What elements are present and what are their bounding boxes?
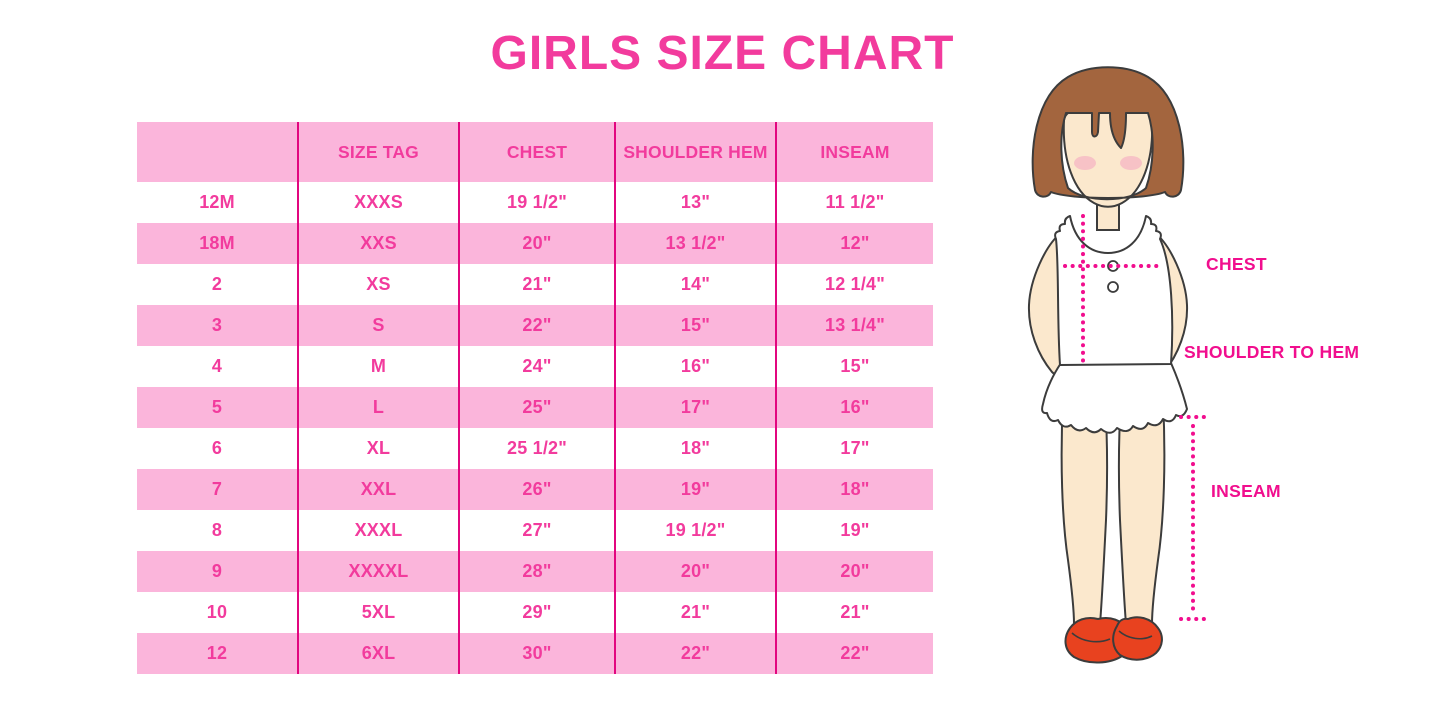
girl-right-shoe-strap	[1118, 630, 1153, 640]
table-cell: 18"	[775, 469, 933, 510]
table-cell: 15"	[614, 305, 775, 346]
table-header-cell: SIZE TAG	[297, 122, 458, 182]
girl-skirt	[1041, 362, 1188, 434]
table-cell: 27"	[458, 510, 614, 551]
table-cell: 13 1/4"	[775, 305, 933, 346]
table-cell: 26"	[458, 469, 614, 510]
table-row: 10 5XL 29" 21" 21"	[137, 592, 933, 633]
table-cell: 20"	[775, 551, 933, 592]
table-cell: 30"	[458, 633, 614, 674]
girl-blush-right	[1120, 156, 1142, 170]
table-row: 7 XXL 26" 19" 18"	[137, 469, 933, 510]
table-row: 3 S 22" 15" 13 1/4"	[137, 305, 933, 346]
size-table: SIZE TAG CHEST SHOULDER HEM INSEAM 12M X…	[137, 122, 933, 674]
table-cell: 18"	[614, 428, 775, 469]
table-cell: 6	[211, 438, 223, 458]
table-row: 8 XXXL 27" 19 1/2" 19"	[137, 510, 933, 551]
table-row: 2 XS 21" 14" 12 1/4"	[137, 264, 933, 305]
table-cell: 21"	[775, 592, 933, 633]
table-row: 12 6XL 30" 22" 22"	[137, 633, 933, 674]
inseam-label: INSEAM	[1211, 481, 1281, 501]
table-header-cell	[137, 122, 297, 182]
table-header-cell: INSEAM	[775, 122, 933, 182]
table-cell: 19 1/2"	[614, 510, 775, 551]
girl-face	[1062, 102, 1154, 208]
table-cell: 12"	[775, 223, 933, 264]
table-row: 12M XXXS 19 1/2" 13" 11 1/2"	[137, 182, 933, 223]
table-cell: 2	[211, 274, 223, 294]
table-cell: L	[297, 387, 458, 428]
page-title: GIRLS SIZE CHART	[490, 27, 955, 80]
table-cell: XS	[297, 264, 458, 305]
girl-illustration	[1027, 66, 1206, 664]
table-cell: XXL	[297, 469, 458, 510]
table-cell: 4	[211, 356, 223, 376]
table-cell: XXXS	[297, 182, 458, 223]
table-row: 4 M 24" 16" 15"	[137, 346, 933, 387]
table-cell: 5XL	[297, 592, 458, 633]
table-cell: XXS	[297, 223, 458, 264]
table-cell: 9	[211, 561, 223, 581]
table-cell: 21"	[614, 592, 775, 633]
table-cell: 14"	[614, 264, 775, 305]
table-cell: 24"	[458, 346, 614, 387]
table-cell: XL	[297, 428, 458, 469]
table-row: 6 XL 25 1/2" 18" 17"	[137, 428, 933, 469]
table-cell: 6XL	[297, 633, 458, 674]
table-row: 9 XXXXL 28" 20" 20"	[137, 551, 933, 592]
table-cell: 22"	[458, 305, 614, 346]
table-cell: 17"	[614, 387, 775, 428]
table-cell: 8	[211, 520, 223, 540]
table-cell: 10	[206, 602, 228, 622]
table-cell: 3	[211, 315, 223, 335]
table-cell: 16"	[775, 387, 933, 428]
table-cell: 12M	[199, 192, 235, 212]
table-row: 5 L 25" 17" 16"	[137, 387, 933, 428]
table-cell: 11 1/2"	[775, 182, 933, 223]
table-cell: 19"	[614, 469, 775, 510]
table-header-cell: CHEST	[458, 122, 614, 182]
table-cell: 12 1/4"	[775, 264, 933, 305]
table-cell: XXXL	[297, 510, 458, 551]
table-cell: 22"	[614, 633, 775, 674]
table-cell: 21"	[458, 264, 614, 305]
girl-top-button	[1107, 281, 1119, 293]
table-cell: 28"	[458, 551, 614, 592]
table-cell: 29"	[458, 592, 614, 633]
girl-right-leg	[1117, 399, 1166, 625]
table-cell: 17"	[775, 428, 933, 469]
table-cell: 25"	[458, 387, 614, 428]
table-row: 18M XXS 20" 13 1/2" 12"	[137, 223, 933, 264]
table-header-row: SIZE TAG CHEST SHOULDER HEM INSEAM	[137, 122, 933, 182]
table-header-cell: SHOULDER HEM	[614, 122, 775, 182]
table-cell: M	[297, 346, 458, 387]
table-cell: 20"	[614, 551, 775, 592]
table-cell: 25 1/2"	[458, 428, 614, 469]
table-cell: 22"	[775, 633, 933, 674]
girl-hair	[1031, 66, 1185, 201]
table-cell: 12	[206, 643, 228, 663]
girl-left-leg	[1060, 399, 1109, 625]
table-cell: 18M	[199, 233, 235, 253]
table-cell: 19"	[775, 510, 933, 551]
table-cell: 19 1/2"	[458, 182, 614, 223]
table-cell: 20"	[458, 223, 614, 264]
table-cell: 15"	[775, 346, 933, 387]
girl-blush-left	[1074, 156, 1096, 170]
table-cell: 13 1/2"	[614, 223, 775, 264]
table-cell: 5	[211, 397, 223, 417]
table-cell: XXXXL	[297, 551, 458, 592]
table-cell: 7	[211, 479, 223, 499]
chest-label: CHEST	[1206, 254, 1267, 274]
girl-left-shoe-strap	[1071, 632, 1111, 643]
table-cell: S	[297, 305, 458, 346]
table-cell: 13"	[614, 182, 775, 223]
shoulder-to-hem-label: SHOULDER TO HEM	[1184, 342, 1360, 362]
table-cell: 16"	[614, 346, 775, 387]
